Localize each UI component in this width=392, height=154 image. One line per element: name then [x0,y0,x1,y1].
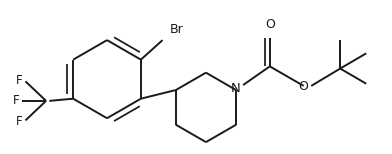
Text: F: F [13,94,20,107]
Text: F: F [16,115,23,128]
Text: Br: Br [170,23,184,36]
Text: O: O [265,18,275,31]
Text: F: F [16,74,23,87]
Text: N: N [231,82,241,95]
Text: O: O [299,80,309,93]
